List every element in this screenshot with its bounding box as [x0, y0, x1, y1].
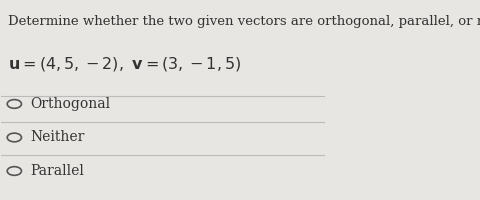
Text: Determine whether the two given vectors are orthogonal, parallel, or neither.: Determine whether the two given vectors … — [8, 15, 480, 28]
Text: Orthogonal: Orthogonal — [30, 97, 110, 111]
Text: Parallel: Parallel — [30, 164, 84, 178]
Text: Neither: Neither — [30, 130, 85, 144]
Text: $\mathbf{u}$$= (4, 5, -2),\ $$\mathbf{v}$$= (3, -1, 5)$: $\mathbf{u}$$= (4, 5, -2),\ $$\mathbf{v}… — [8, 55, 240, 73]
